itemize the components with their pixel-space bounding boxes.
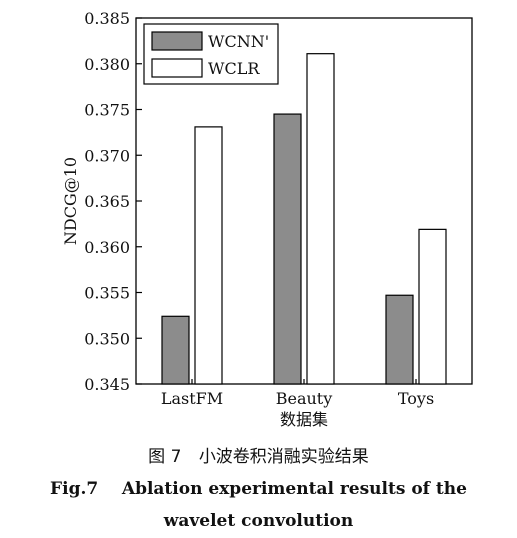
chart: 0.345 0.350 0.355 0.360 0.365 0.370 0.375 0.380… (61, 9, 473, 429)
y-tick-label: 0.380 (84, 55, 130, 74)
bar-toys-wclr (418, 228, 447, 385)
y-tick-label: 0.365 (84, 192, 130, 211)
caption-en-line1: Fig.7 Ablation experimental results of t… (50, 479, 467, 499)
y-tick-label: 0.345 (84, 375, 130, 394)
legend-label: WCLR (208, 59, 260, 78)
bar-beauty-wclr (306, 53, 335, 385)
bar-lastfm-wcnn (161, 315, 190, 385)
bar-toys-wcnn (385, 294, 414, 385)
caption-cn-title: 小波卷积消融实验结果 (198, 447, 369, 467)
x-tick-label: LastFM (161, 389, 223, 408)
x-tick-label: Beauty (276, 389, 333, 408)
y-tick-label: 0.360 (84, 238, 130, 257)
caption-cn: 图 7 小波卷积消融实验结果 (0, 442, 517, 467)
caption-cn-label: 图 7 (148, 447, 182, 467)
y-tick-label: 0.350 (84, 329, 130, 348)
y-tick-label: 0.375 (84, 101, 130, 120)
plot-area: 0.345 0.350 0.355 0.360 0.365 0.370 0.375 0.380… (61, 9, 473, 429)
y-axis-label: NDCG@10 (61, 157, 80, 245)
caption-en-line2: wavelet convolution (163, 511, 354, 531)
legend-swatch (151, 31, 203, 51)
y-tick-label: 0.385 (84, 9, 130, 28)
y-tick-label: 0.355 (84, 284, 130, 303)
legend-swatch (151, 58, 203, 78)
bar-beauty-wcnn (273, 113, 302, 385)
y-tick-label: 0.370 (84, 146, 130, 165)
bar-lastfm-wclr (194, 126, 223, 385)
x-tick-label: Toys (398, 389, 434, 408)
legend-label: WCNN' (208, 32, 269, 51)
x-axis-label: 数据集 (280, 410, 328, 429)
